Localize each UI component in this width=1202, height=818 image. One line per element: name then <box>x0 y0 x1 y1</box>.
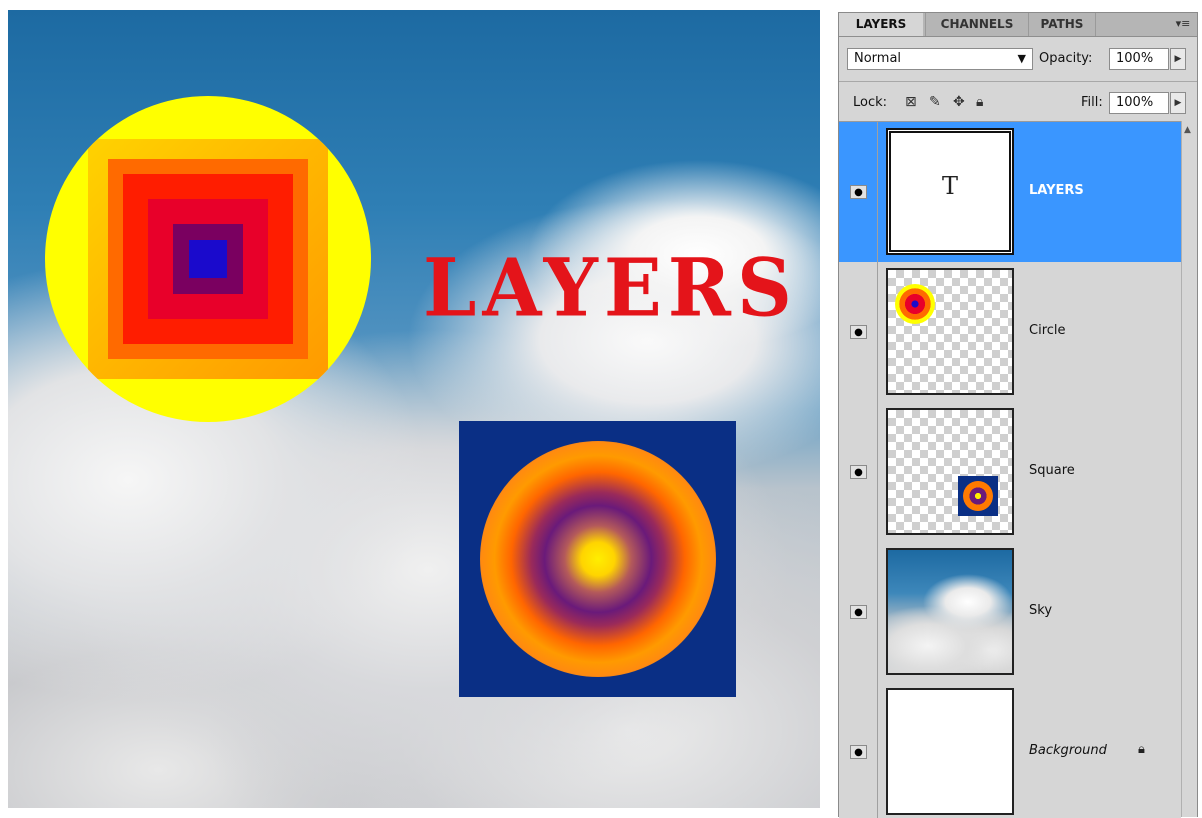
lock-all-icon[interactable]: 🔒︎ <box>976 94 984 110</box>
lock-icon: 🔒︎ <box>1138 742 1145 757</box>
text-layer-icon: T <box>941 172 958 200</box>
layer-thumbnail <box>886 548 1014 675</box>
tab-paths[interactable]: PATHS <box>1029 13 1096 36</box>
layers-panel: LAYERS CHANNELS PATHS ▾≡ Normal ▼ Opacit… <box>838 12 1198 818</box>
layer-name[interactable]: Background <box>1029 743 1107 758</box>
visibility-cell[interactable]: ● <box>839 262 878 402</box>
layer-row-sky[interactable]: ● Sky <box>839 542 1181 683</box>
visibility-cell[interactable]: ● <box>839 122 878 262</box>
panel-menu-icon[interactable]: ▾≡ <box>1175 17 1191 30</box>
visibility-cell[interactable]: ● <box>839 542 878 682</box>
lock-image-icon[interactable]: ✎ <box>929 94 941 110</box>
fill-arrow-icon[interactable]: ▶ <box>1170 92 1186 114</box>
blend-opacity-row: Normal ▼ Opacity: 100% ▶ <box>839 37 1197 77</box>
layer-name[interactable]: Square <box>1029 463 1075 478</box>
fill-field[interactable]: 100% <box>1109 92 1169 114</box>
layer-row-square[interactable]: ● Square <box>839 402 1181 543</box>
circle-layer-graphic <box>45 96 371 422</box>
lock-label: Lock: <box>853 95 888 110</box>
layer-thumbnail <box>886 268 1014 395</box>
eye-icon[interactable]: ● <box>850 465 867 479</box>
layer-thumbnail <box>886 688 1014 815</box>
layer-row-circle[interactable]: ● Circle <box>839 262 1181 403</box>
blend-mode-value: Normal <box>854 51 902 66</box>
panel-tab-bar: LAYERS CHANNELS PATHS ▾≡ <box>839 13 1197 37</box>
lock-position-icon[interactable]: ✥ <box>953 94 965 110</box>
tab-layers[interactable]: LAYERS <box>839 13 923 36</box>
square-layer-graphic <box>459 421 736 697</box>
chevron-down-icon: ▼ <box>1017 52 1026 65</box>
layer-name[interactable]: Circle <box>1029 323 1066 338</box>
scroll-up-icon[interactable]: ▲ <box>1184 125 1191 135</box>
visibility-cell[interactable]: ● <box>839 682 878 818</box>
layer-name[interactable]: LAYERS <box>1029 183 1084 198</box>
visibility-cell[interactable]: ● <box>839 402 878 542</box>
eye-icon[interactable]: ● <box>850 745 867 759</box>
layer-list-scrollbar[interactable]: ▲ <box>1181 121 1197 817</box>
layer-row-background[interactable]: ● Background 🔒︎ <box>839 682 1181 818</box>
lock-transparent-icon[interactable]: ⊠ <box>905 94 917 110</box>
lock-fill-row: Lock: ⊠ ✎ ✥ 🔒︎ Fill: 100% ▶ <box>839 81 1197 122</box>
blend-mode-select[interactable]: Normal ▼ <box>847 48 1033 70</box>
eye-icon[interactable]: ● <box>850 325 867 339</box>
text-layer-content: LAYERS <box>423 240 798 335</box>
layer-name[interactable]: Sky <box>1029 603 1053 618</box>
layer-thumbnail <box>886 408 1014 535</box>
eye-icon[interactable]: ● <box>850 605 867 619</box>
opacity-field[interactable]: 100% <box>1109 48 1169 70</box>
document-canvas[interactable]: LAYERS <box>8 10 820 808</box>
opacity-label: Opacity: <box>1039 51 1093 66</box>
opacity-arrow-icon[interactable]: ▶ <box>1170 48 1186 70</box>
fill-label: Fill: <box>1081 95 1103 110</box>
eye-icon[interactable]: ● <box>850 185 867 199</box>
layer-thumbnail: T <box>886 128 1014 255</box>
tab-channels[interactable]: CHANNELS <box>925 13 1029 36</box>
layer-list: ● T LAYERS ● Circle ● Square <box>839 121 1181 818</box>
layer-row-layers[interactable]: ● T LAYERS <box>839 122 1181 263</box>
